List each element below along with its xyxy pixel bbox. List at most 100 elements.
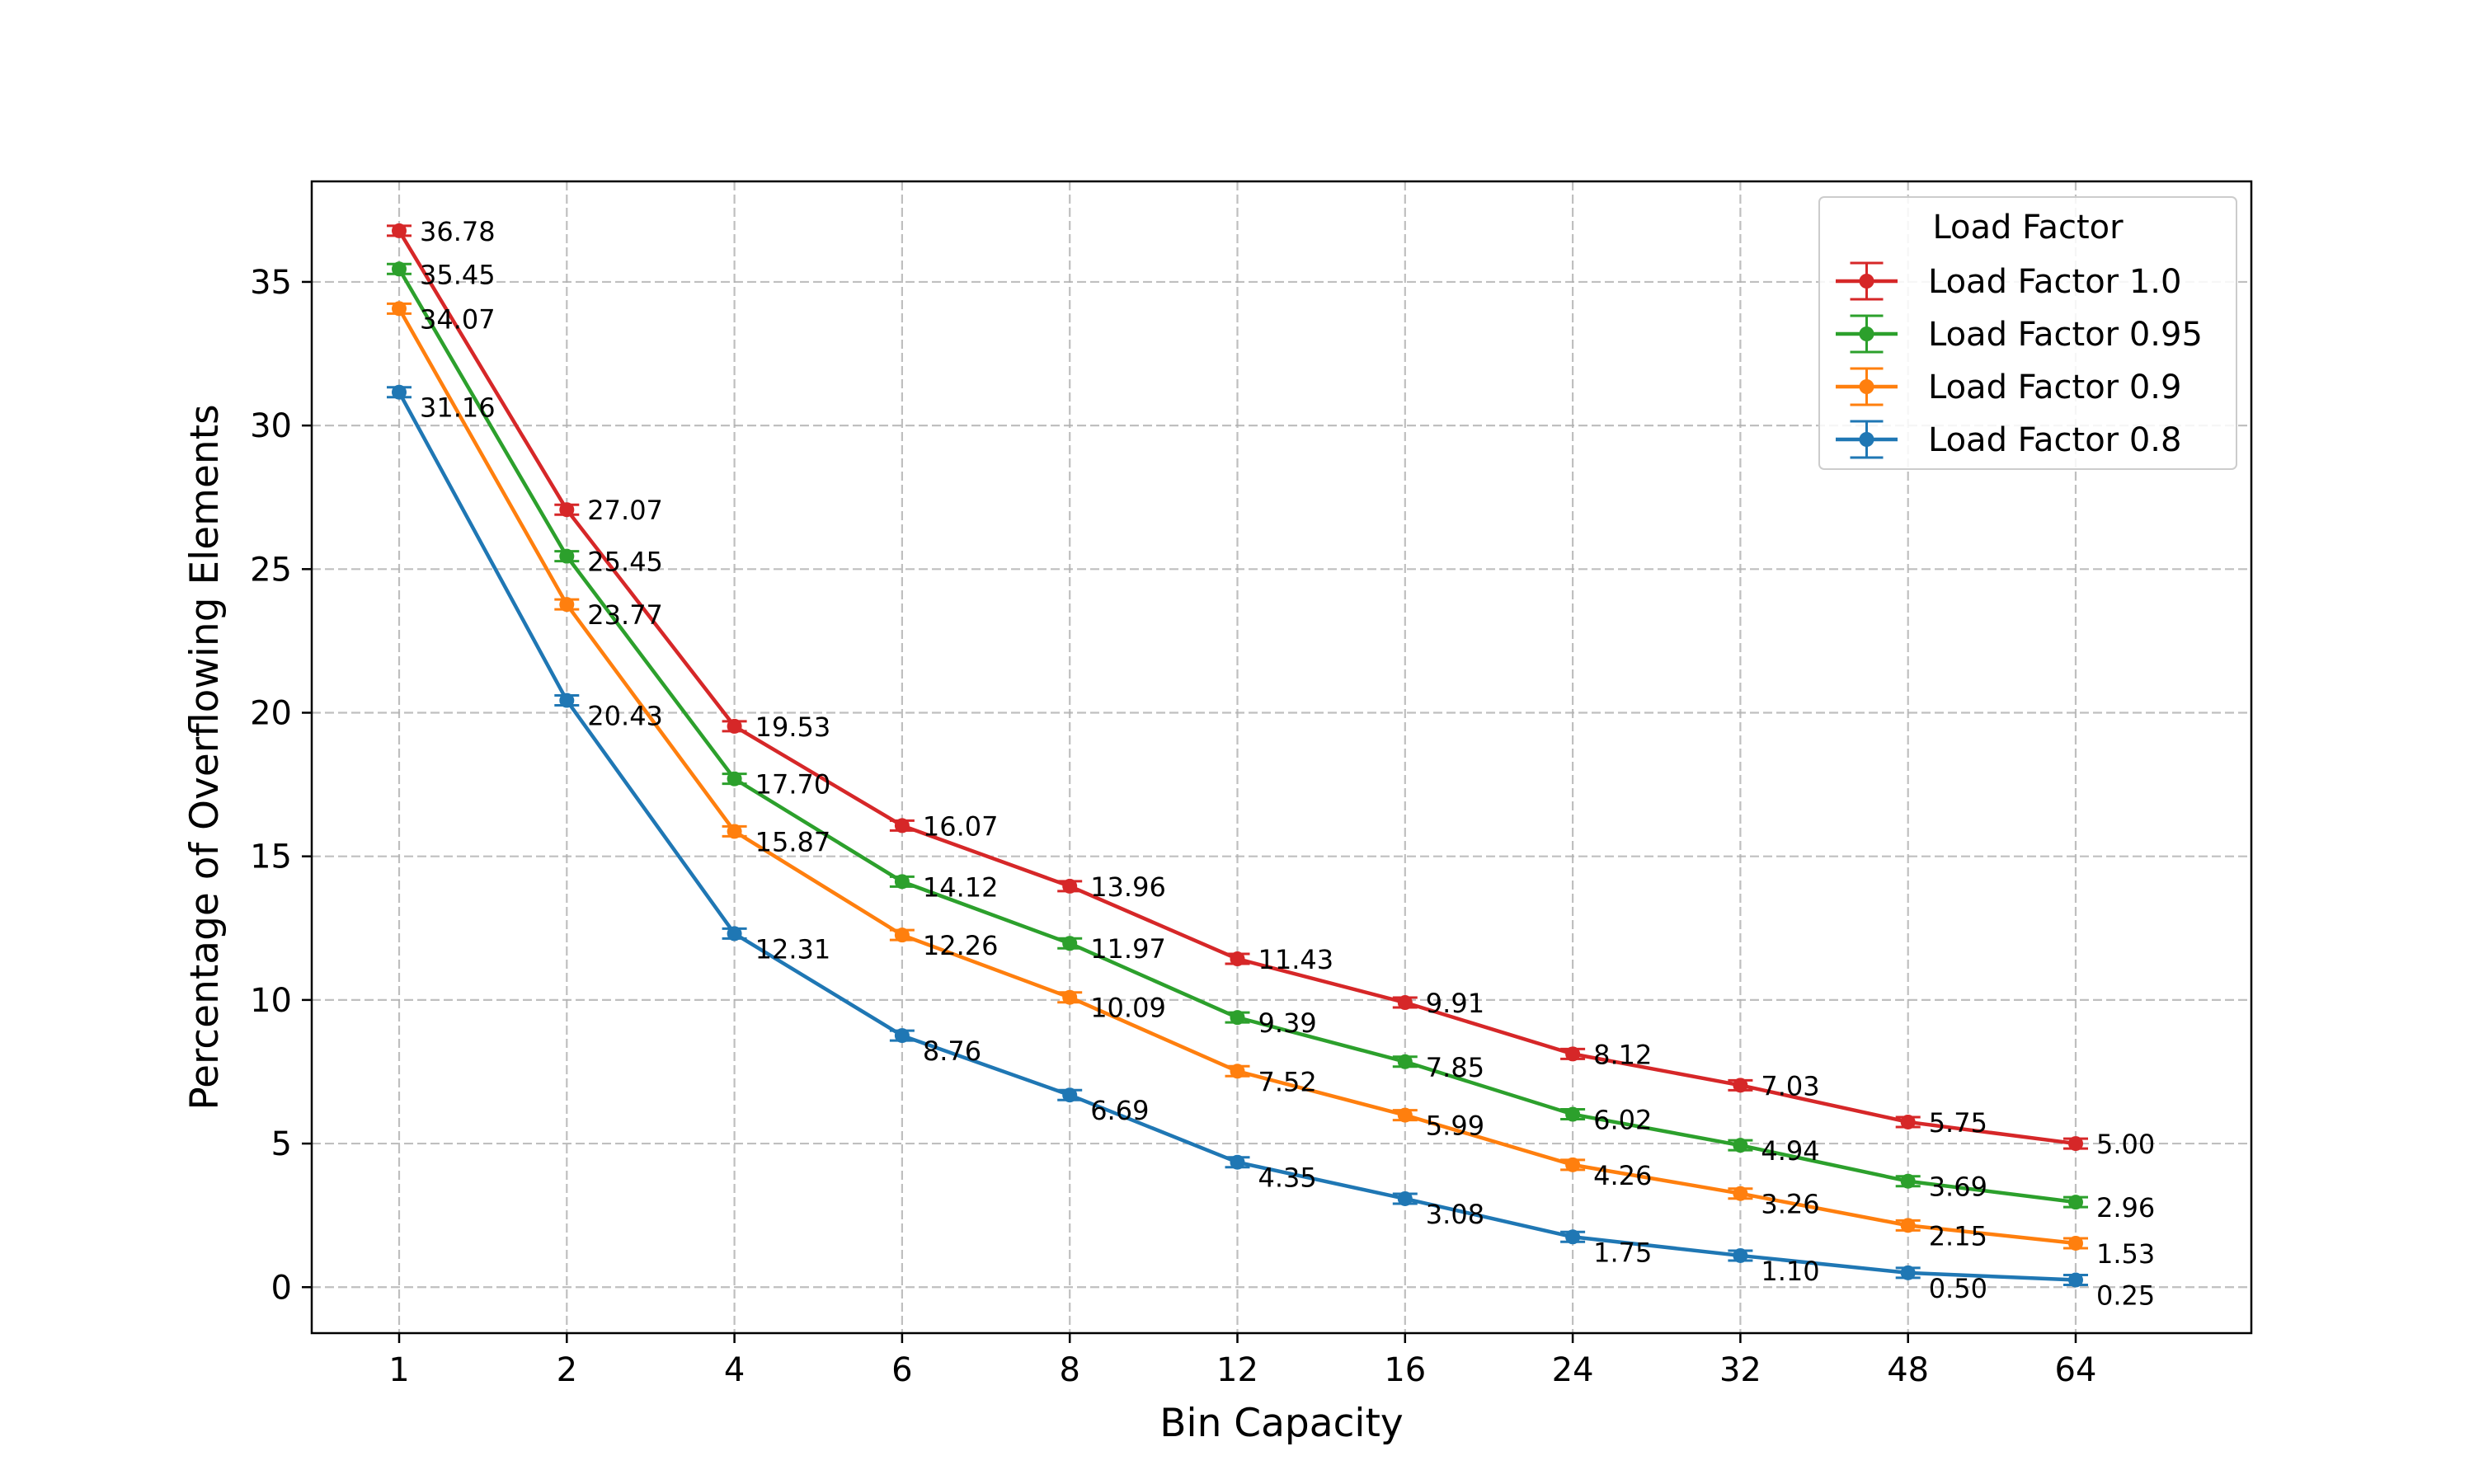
data-label: 2.15 — [1929, 1220, 1987, 1252]
data-point — [1062, 878, 1078, 894]
y-axis: 0 5 10 15 20 25 30 35 — [250, 264, 312, 1307]
data-point — [1733, 1186, 1748, 1201]
plot-frame — [310, 180, 2253, 1335]
data-label: 1.53 — [2096, 1238, 2155, 1270]
series-1: 36.78 27.07 19.53 16.07 13.96 11.43 9.91 8.12 7.… — [387, 216, 2155, 1160]
x-tick-label: 6 — [891, 1351, 912, 1389]
data-label: 11.43 — [1258, 944, 1334, 975]
legend-label: Load Factor 1.0 — [1928, 263, 2181, 301]
y-tick-label: 0 — [271, 1269, 292, 1307]
x-tick-label: 12 — [1216, 1351, 1258, 1389]
data-point — [1062, 989, 1078, 1005]
data-label: 3.69 — [1929, 1172, 1987, 1203]
data-label: 34.07 — [420, 303, 496, 335]
data-point — [1397, 1054, 1413, 1069]
x-tick-label: 2 — [557, 1351, 577, 1389]
x-tick-label: 64 — [2055, 1351, 2097, 1389]
data-label: 8.12 — [1593, 1039, 1652, 1070]
data-label: 9.91 — [1426, 988, 1484, 1019]
x-tick-label: 16 — [1384, 1351, 1426, 1389]
data-point — [1062, 936, 1078, 951]
series-3: 34.07 23.77 15.87 12.26 10.09 7.52 5.99 4.26 3.2… — [387, 301, 2155, 1270]
data-label: 10.09 — [1090, 993, 1166, 1024]
data-label: 0.50 — [1929, 1273, 1987, 1304]
grid — [312, 181, 2251, 1333]
y-tick-label: 25 — [250, 551, 292, 589]
data-point — [559, 597, 575, 613]
data-point — [392, 261, 407, 277]
data-point — [2068, 1195, 2083, 1210]
legend: Load Factor Load Factor 1.0 Load Factor 0… — [1818, 196, 2237, 470]
data-point — [1397, 995, 1413, 1011]
data-label: 35.45 — [420, 259, 496, 290]
data-label: 16.07 — [923, 810, 999, 842]
y-tick-label: 15 — [250, 838, 292, 876]
legend-label: Load Factor 0.9 — [1928, 369, 2181, 406]
data-point — [392, 384, 407, 400]
data-label: 1.75 — [1593, 1237, 1652, 1268]
data-label: 11.97 — [1090, 933, 1166, 965]
data-point — [894, 928, 910, 943]
x-tick-label: 1 — [388, 1351, 409, 1389]
data-point — [1230, 1064, 1245, 1079]
data-label: 5.75 — [1929, 1107, 1987, 1139]
series-4: 31.16 20.43 12.31 8.76 6.69 4.35 3.08 1.75 1.10 0… — [387, 384, 2155, 1312]
data-label: 2.96 — [2096, 1192, 2155, 1223]
data-point — [894, 818, 910, 834]
legend-marker — [1859, 326, 1874, 341]
data-point — [2068, 1272, 2083, 1288]
data-point — [727, 926, 742, 942]
y-tick-label: 5 — [271, 1125, 292, 1163]
data-label: 31.16 — [420, 392, 496, 424]
data-label: 12.31 — [755, 933, 831, 965]
data-point — [2068, 1136, 2083, 1152]
data-label: 19.53 — [755, 711, 831, 743]
data-point — [1733, 1138, 1748, 1153]
series-layer: 36.78 27.07 19.53 16.07 13.96 11.43 9.91 8.12 7.… — [387, 216, 2155, 1312]
x-axis-title: Bin Capacity — [1159, 1401, 1403, 1446]
series-2: 35.45 25.45 17.70 14.12 11.97 9.39 7.85 6.02 4.9… — [387, 259, 2155, 1223]
data-label: 4.94 — [1761, 1135, 1819, 1167]
x-tick-label: 4 — [724, 1351, 745, 1389]
data-point — [727, 771, 742, 787]
x-tick-label: 48 — [1887, 1351, 1929, 1389]
data-point — [727, 824, 742, 839]
data-label: 6.69 — [1090, 1095, 1149, 1126]
data-point — [1062, 1087, 1078, 1103]
data-point — [1565, 1229, 1581, 1245]
data-point — [559, 693, 575, 708]
data-label: 3.26 — [1761, 1189, 1819, 1220]
x-tick-label: 8 — [1059, 1351, 1079, 1389]
data-point — [894, 874, 910, 890]
data-label: 7.52 — [1258, 1066, 1317, 1097]
data-point — [1565, 1157, 1581, 1172]
legend-marker — [1859, 274, 1874, 289]
data-label: 3.08 — [1426, 1199, 1484, 1230]
legend-title: Load Factor — [1932, 209, 2124, 247]
data-point — [392, 301, 407, 317]
data-point — [1733, 1078, 1748, 1093]
data-point — [1900, 1173, 1916, 1189]
data-point — [1733, 1247, 1748, 1263]
data-label: 5.99 — [1426, 1111, 1484, 1142]
data-point — [559, 548, 575, 564]
y-axis-title: Percentage of Overflowing Elements — [182, 404, 228, 1110]
x-tick-label: 32 — [1719, 1351, 1761, 1389]
data-point — [1565, 1106, 1581, 1122]
x-axis: 1 2 4 6 8 12 16 24 32 48 64 — [388, 1333, 2096, 1389]
data-point — [1397, 1107, 1413, 1123]
data-label: 15.87 — [755, 826, 831, 857]
data-point — [1230, 1010, 1245, 1026]
data-label: 17.70 — [755, 769, 831, 801]
y-tick-label: 30 — [250, 407, 292, 445]
data-point — [894, 1028, 910, 1044]
legend-marker — [1859, 432, 1874, 447]
legend-label: Load Factor 0.8 — [1928, 421, 2181, 459]
y-tick-label: 35 — [250, 264, 292, 302]
data-label: 23.77 — [587, 599, 663, 631]
data-label: 0.25 — [2096, 1280, 2155, 1312]
legend-marker — [1859, 379, 1874, 394]
data-label: 4.26 — [1593, 1160, 1652, 1191]
data-label: 4.35 — [1258, 1162, 1317, 1194]
